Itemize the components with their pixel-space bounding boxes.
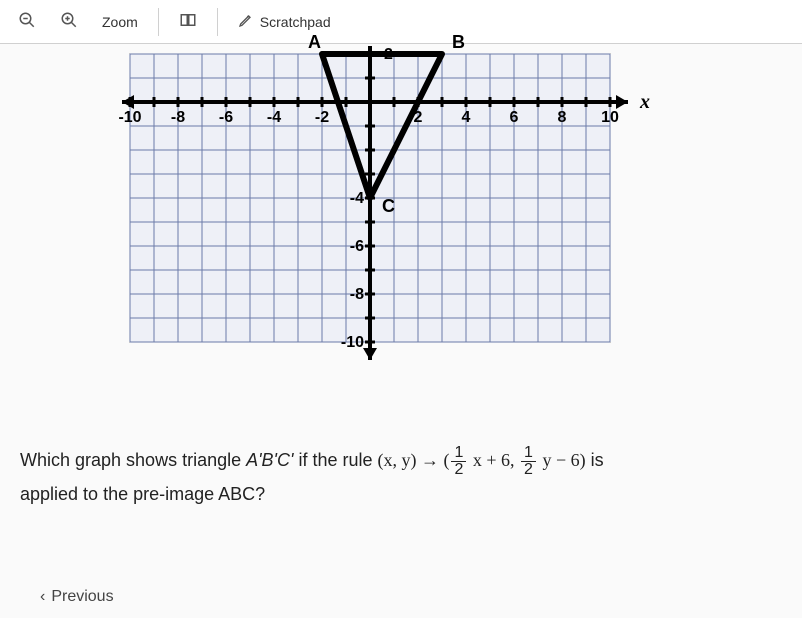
magnifier-minus-icon: [18, 11, 36, 32]
coordinate-graph: -10-8-6-4-22468102-4-6-8-10xABC: [100, 34, 660, 387]
q-part: Which graph shows triangle: [20, 450, 246, 470]
question-text: Which graph shows triangle A'B'C' if the…: [20, 444, 782, 510]
svg-text:C: C: [382, 196, 395, 216]
scratchpad-button[interactable]: Scratchpad: [228, 8, 341, 35]
svg-text:A: A: [308, 34, 321, 52]
q-line2: applied to the pre-image ABC?: [20, 484, 265, 504]
fraction: 12: [451, 445, 466, 478]
fraction: 12: [521, 445, 536, 478]
svg-text:-8: -8: [350, 286, 364, 303]
zoom-in-button[interactable]: [50, 7, 88, 36]
svg-text:6: 6: [510, 109, 519, 126]
chevron-left-icon: ‹: [40, 588, 45, 606]
svg-text:x: x: [639, 91, 650, 113]
zoom-button[interactable]: Zoom: [92, 10, 148, 34]
svg-text:-10: -10: [118, 109, 141, 126]
content-area: -10-8-6-4-22468102-4-6-8-10xABC Which gr…: [0, 44, 802, 618]
toolbar-separator: [158, 8, 159, 36]
svg-text:-2: -2: [315, 109, 329, 126]
q-abc-prime: A'B'C': [246, 450, 293, 470]
svg-text:B: B: [452, 34, 465, 52]
svg-text:-6: -6: [350, 238, 364, 255]
book-icon: [179, 11, 197, 32]
svg-text:-6: -6: [219, 109, 233, 126]
svg-text:-4: -4: [267, 109, 281, 126]
previous-label: Previous: [51, 588, 113, 606]
svg-text:-4: -4: [350, 190, 364, 207]
pencil-icon: [238, 12, 254, 31]
scratchpad-label: Scratchpad: [260, 14, 331, 30]
toolbar-separator: [217, 8, 218, 36]
zoom-label: Zoom: [102, 14, 138, 30]
svg-text:4: 4: [462, 109, 471, 126]
q-rule-mid: y − 6): [538, 450, 586, 470]
q-part: is: [591, 450, 604, 470]
magnifier-plus-icon: [60, 11, 78, 32]
q-rule-open: (x, y) → (: [377, 450, 449, 470]
reader-button[interactable]: [169, 7, 207, 36]
svg-text:10: 10: [601, 109, 619, 126]
svg-text:-10: -10: [341, 334, 364, 351]
q-rule-mid: x + 6,: [468, 450, 519, 470]
svg-text:8: 8: [558, 109, 567, 126]
zoom-out-button[interactable]: [8, 7, 46, 36]
previous-button[interactable]: ‹ Previous: [40, 588, 114, 606]
svg-text:-8: -8: [171, 109, 185, 126]
q-part: if the rule: [293, 450, 377, 470]
